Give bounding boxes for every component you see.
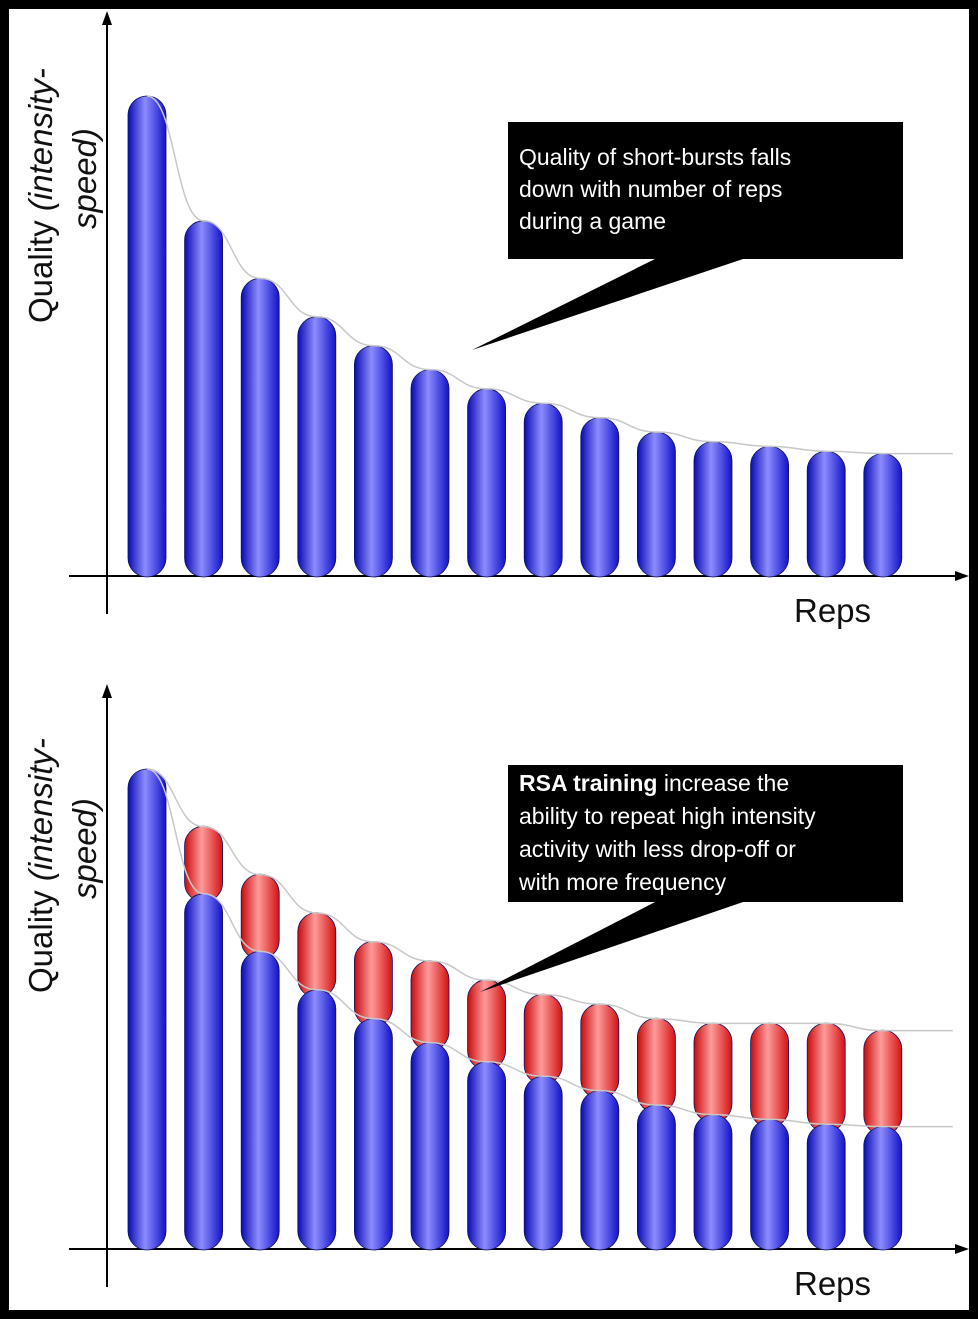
y-axis-title: Quality (intensity-: [22, 68, 59, 323]
y-axis-title: Quality (intensity-: [22, 738, 59, 993]
callout: Quality of short-bursts falls down with …: [472, 122, 903, 350]
bar: [637, 431, 676, 578]
bar-improvement: [750, 1022, 789, 1128]
top-bars: [127, 95, 903, 578]
bar: [806, 1123, 846, 1251]
x-axis-title: Reps: [794, 1265, 871, 1302]
trend-line: [146, 95, 953, 455]
bar: [750, 1119, 789, 1251]
y-axis-title-line2: speed): [66, 798, 103, 899]
bar: [410, 369, 450, 578]
trend-line-upper: [146, 768, 953, 1032]
y-axis-arrow-icon: [102, 684, 112, 698]
top-chart: Quality (intensity- speed) Reps Quality …: [22, 11, 969, 629]
callout-line: RSA training increase the: [519, 770, 789, 796]
bar-improvement: [353, 941, 393, 1028]
bar: [240, 277, 280, 578]
callout-pointer: [472, 257, 749, 350]
bar-improvement: [806, 1022, 846, 1133]
bottom-bars: [127, 768, 903, 1251]
bar: [637, 1104, 676, 1251]
callout-line: ability to repeat high intensity: [519, 803, 816, 829]
bar-improvement: [467, 979, 507, 1071]
bar: [467, 388, 507, 578]
bar: [863, 1126, 903, 1251]
x-axis-arrow-icon: [955, 1244, 969, 1254]
bar-improvement: [410, 960, 450, 1051]
bar: [693, 1114, 733, 1251]
y-axis-arrow-icon: [102, 11, 112, 25]
bar-improvement: [863, 1029, 903, 1136]
chart-canvas: Quality (intensity- speed) Reps Quality …: [22, 11, 969, 1302]
x-axis-title: Reps: [794, 592, 871, 629]
callout-box: [508, 765, 903, 902]
bar: [127, 768, 167, 1251]
bar: [523, 1075, 563, 1251]
callout-line: with more frequency: [518, 869, 727, 895]
bottom-chart: Quality (intensity- speed) Reps RSA trai…: [22, 684, 969, 1302]
bar: [750, 445, 789, 578]
bar: [523, 402, 563, 578]
bar: [580, 417, 620, 578]
callout-line: down with number of reps: [519, 176, 782, 202]
bar: [127, 95, 167, 578]
x-axis-arrow-icon: [955, 571, 969, 581]
bar: [693, 441, 733, 578]
bar: [467, 1061, 507, 1251]
bar: [806, 450, 846, 578]
bar: [297, 989, 337, 1251]
bar: [410, 1042, 450, 1251]
callout-line: activity with less drop-off or: [519, 836, 796, 862]
callout-line: during a game: [519, 208, 666, 234]
bar: [353, 1018, 393, 1251]
bar-improvement: [297, 912, 337, 999]
bar-improvement: [693, 1022, 733, 1123]
trend-line-lower: [146, 768, 953, 1128]
bar: [184, 893, 224, 1251]
bar: [580, 1090, 620, 1251]
bar: [863, 453, 903, 578]
bar: [184, 220, 224, 578]
bar-improvement: [523, 993, 563, 1085]
y-axis-title-line2: speed): [66, 128, 103, 229]
bar: [240, 951, 280, 1251]
callout-box: [508, 122, 903, 259]
callout: RSA training increase the ability to rep…: [480, 765, 903, 992]
callout-pointer: [480, 900, 749, 992]
figure-frame: Quality (intensity- speed) Reps Quality …: [9, 9, 969, 1310]
bar-improvement: [184, 825, 224, 903]
bar: [297, 316, 337, 578]
bar-improvement: [580, 1003, 620, 1099]
bar-improvement: [637, 1017, 676, 1114]
callout-line: Quality of short-bursts falls: [519, 144, 791, 170]
bar: [353, 345, 393, 578]
